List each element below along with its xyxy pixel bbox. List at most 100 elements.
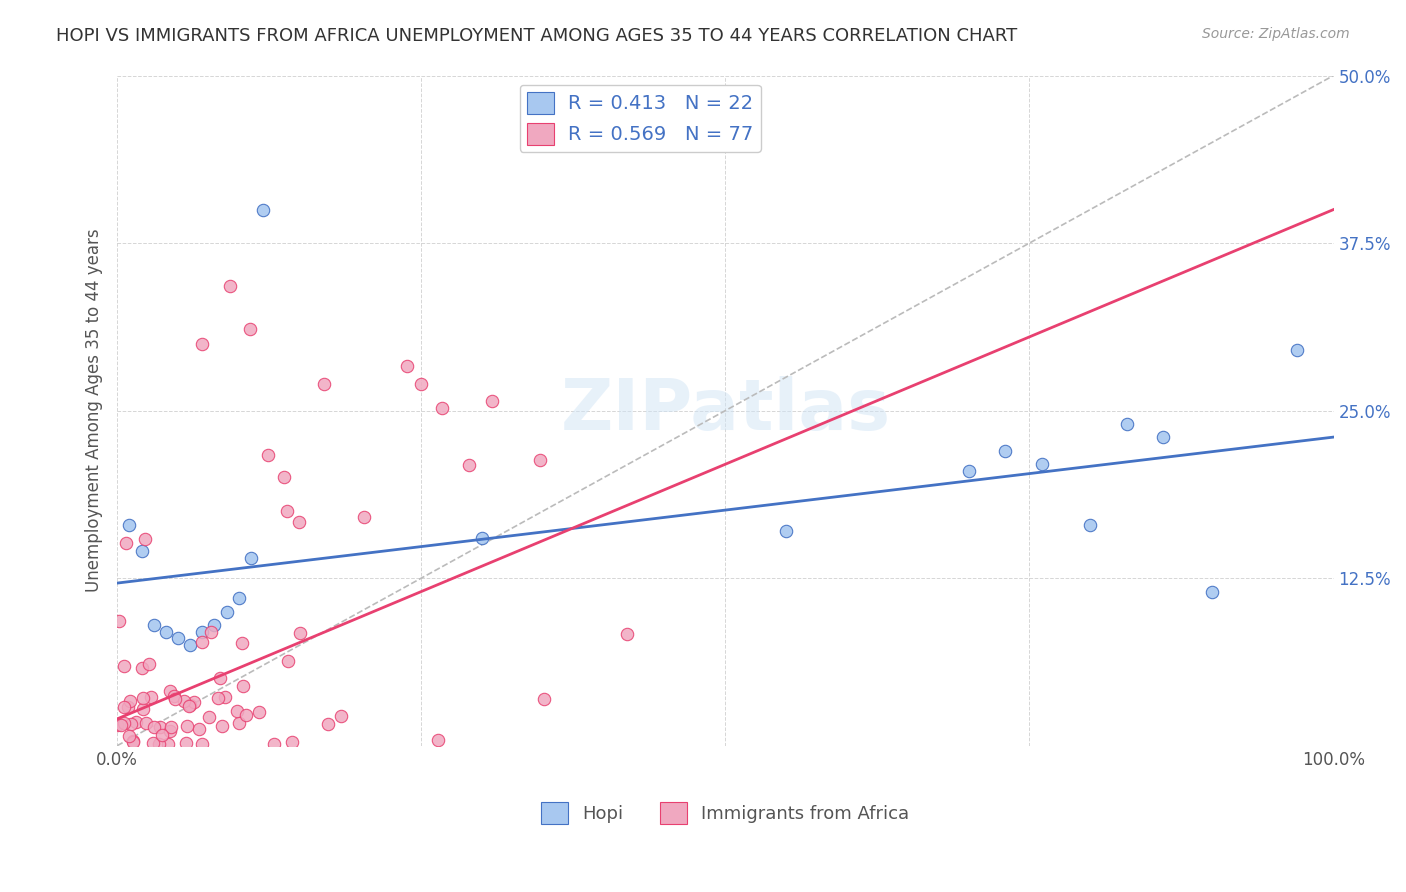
Point bbox=[288, 515, 311, 529]
Point bbox=[533, 692, 555, 706]
Point bbox=[112, 659, 135, 673]
Point bbox=[1115, 417, 1137, 431]
Point bbox=[471, 531, 494, 545]
Point bbox=[219, 279, 242, 293]
Point bbox=[481, 394, 503, 409]
Point bbox=[994, 443, 1017, 458]
Point bbox=[159, 723, 181, 738]
Point bbox=[107, 718, 129, 732]
Point bbox=[156, 737, 179, 751]
Point bbox=[135, 715, 157, 730]
Point bbox=[112, 716, 135, 731]
Point bbox=[281, 735, 304, 749]
Point bbox=[120, 694, 142, 708]
Point bbox=[228, 715, 250, 730]
Point bbox=[179, 698, 201, 712]
Point bbox=[142, 720, 165, 734]
Point bbox=[277, 654, 299, 668]
Point bbox=[316, 716, 339, 731]
Point bbox=[211, 719, 233, 733]
Point bbox=[131, 661, 153, 675]
Point bbox=[215, 605, 238, 619]
Point bbox=[529, 452, 551, 467]
Point bbox=[160, 720, 183, 734]
Point bbox=[263, 737, 285, 751]
Point bbox=[1285, 343, 1308, 358]
Point bbox=[458, 458, 481, 472]
Point bbox=[122, 735, 145, 749]
Point bbox=[1078, 517, 1101, 532]
Point bbox=[1201, 584, 1223, 599]
Point bbox=[188, 723, 211, 737]
Point bbox=[957, 464, 980, 478]
Point bbox=[138, 657, 160, 671]
Point bbox=[256, 448, 278, 462]
Point bbox=[190, 634, 212, 648]
Point bbox=[190, 737, 212, 751]
Text: ZIPatlas: ZIPatlas bbox=[560, 376, 890, 445]
Point bbox=[240, 551, 263, 566]
Point bbox=[200, 625, 222, 640]
Point bbox=[148, 737, 170, 751]
Point bbox=[214, 690, 236, 704]
Point bbox=[132, 691, 155, 706]
Text: Source: ZipAtlas.com: Source: ZipAtlas.com bbox=[1202, 27, 1350, 41]
Point bbox=[1152, 430, 1174, 444]
Point bbox=[159, 684, 181, 698]
Point bbox=[191, 624, 214, 639]
Point bbox=[426, 732, 449, 747]
Point bbox=[252, 202, 274, 217]
Point bbox=[167, 632, 190, 646]
Point bbox=[208, 671, 231, 685]
Point bbox=[312, 376, 335, 391]
Point bbox=[191, 336, 214, 351]
Point bbox=[207, 690, 229, 705]
Point bbox=[112, 700, 135, 714]
Point bbox=[273, 469, 295, 483]
Point bbox=[197, 709, 219, 723]
Point bbox=[176, 719, 198, 733]
Point bbox=[163, 689, 186, 703]
Point bbox=[149, 719, 172, 733]
Point bbox=[395, 359, 418, 373]
Point bbox=[165, 692, 187, 706]
Point bbox=[616, 627, 638, 641]
Point bbox=[125, 714, 148, 729]
Point bbox=[141, 690, 163, 704]
Point bbox=[107, 614, 129, 628]
Point bbox=[118, 730, 141, 744]
Point bbox=[115, 536, 138, 550]
Point bbox=[117, 700, 139, 714]
Point bbox=[228, 591, 250, 606]
Point bbox=[247, 705, 270, 719]
Point bbox=[132, 702, 155, 716]
Point bbox=[118, 517, 141, 532]
Point bbox=[120, 717, 142, 731]
Point bbox=[235, 707, 257, 722]
Point bbox=[176, 736, 198, 750]
Point bbox=[204, 618, 226, 632]
Point bbox=[329, 708, 352, 723]
Point bbox=[288, 625, 311, 640]
Point bbox=[122, 734, 145, 748]
Point bbox=[142, 736, 165, 750]
Point bbox=[173, 694, 195, 708]
Legend: Hopi, Immigrants from Africa: Hopi, Immigrants from Africa bbox=[534, 795, 917, 831]
Point bbox=[150, 728, 173, 742]
Point bbox=[411, 376, 433, 391]
Point bbox=[110, 718, 132, 732]
Point bbox=[134, 532, 156, 546]
Y-axis label: Unemployment Among Ages 35 to 44 years: Unemployment Among Ages 35 to 44 years bbox=[86, 228, 103, 592]
Point bbox=[225, 704, 247, 718]
Point bbox=[131, 544, 153, 558]
Point bbox=[179, 638, 201, 652]
Point bbox=[775, 524, 797, 539]
Point bbox=[155, 624, 177, 639]
Point bbox=[1031, 457, 1053, 471]
Point bbox=[239, 322, 262, 336]
Point bbox=[183, 695, 205, 709]
Point bbox=[177, 699, 200, 714]
Point bbox=[353, 510, 375, 524]
Point bbox=[142, 618, 165, 632]
Point bbox=[231, 635, 253, 649]
